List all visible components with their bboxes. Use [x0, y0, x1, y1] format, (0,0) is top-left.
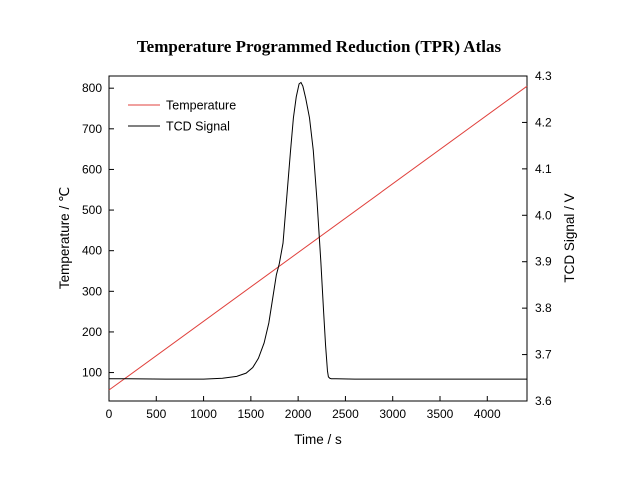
y-right-tick-label: 4.0 — [535, 208, 552, 222]
plot-frame — [108, 75, 528, 402]
x-tick-label: 3500 — [427, 407, 454, 421]
y-left-tick-label: 700 — [82, 122, 102, 136]
y-right-axis-label: TCD Signal / V — [562, 193, 577, 282]
legend: Temperature TCD Signal — [128, 99, 236, 134]
x-axis-label: Time / s — [294, 432, 342, 447]
x-tick-label: 3000 — [379, 407, 406, 421]
x-tick-label: 0 — [106, 407, 113, 421]
legend-label-temperature: Temperature — [166, 99, 236, 113]
x-tick-label: 500 — [146, 407, 166, 421]
y-right-tick-label: 4.1 — [535, 162, 552, 176]
series-line-temperature — [108, 85, 528, 391]
series-layer — [108, 81, 528, 391]
chart-title: Temperature Programmed Reduction (TPR) A… — [137, 37, 502, 56]
x-tick-label: 2000 — [285, 407, 312, 421]
y-left-tick-label: 200 — [82, 325, 102, 339]
y-left-tick-label: 800 — [82, 81, 102, 95]
y-left-tick-label: 400 — [82, 244, 102, 258]
x-tick-label: 2500 — [332, 407, 359, 421]
x-tick-label: 4000 — [474, 407, 501, 421]
y-right-tick-label: 3.8 — [535, 301, 552, 315]
x-tick-label: 1000 — [190, 407, 217, 421]
y-right-tick-label: 4.2 — [535, 115, 552, 129]
ticks-layer: 0 500 1000 1500 2000 2500 3000 3500 4000 100 200 30… — [82, 69, 552, 421]
y-right-tick-label: 3.6 — [535, 394, 552, 408]
y-left-axis-label: Temperature / ℃ — [57, 187, 72, 289]
legend-label-tcd-signal: TCD Signal — [166, 120, 230, 134]
y-left-tick-label: 300 — [82, 284, 102, 298]
y-right-tick-label: 3.9 — [535, 255, 552, 269]
y-left-tick-label: 100 — [82, 366, 102, 380]
y-right-tick-label: 3.7 — [535, 348, 552, 362]
y-left-tick-label: 500 — [82, 203, 102, 217]
series-line-tcd-signal — [109, 81, 527, 380]
x-tick-label: 1500 — [238, 407, 265, 421]
y-right-tick-label: 4.3 — [535, 69, 552, 83]
y-left-tick-label: 600 — [82, 162, 102, 176]
